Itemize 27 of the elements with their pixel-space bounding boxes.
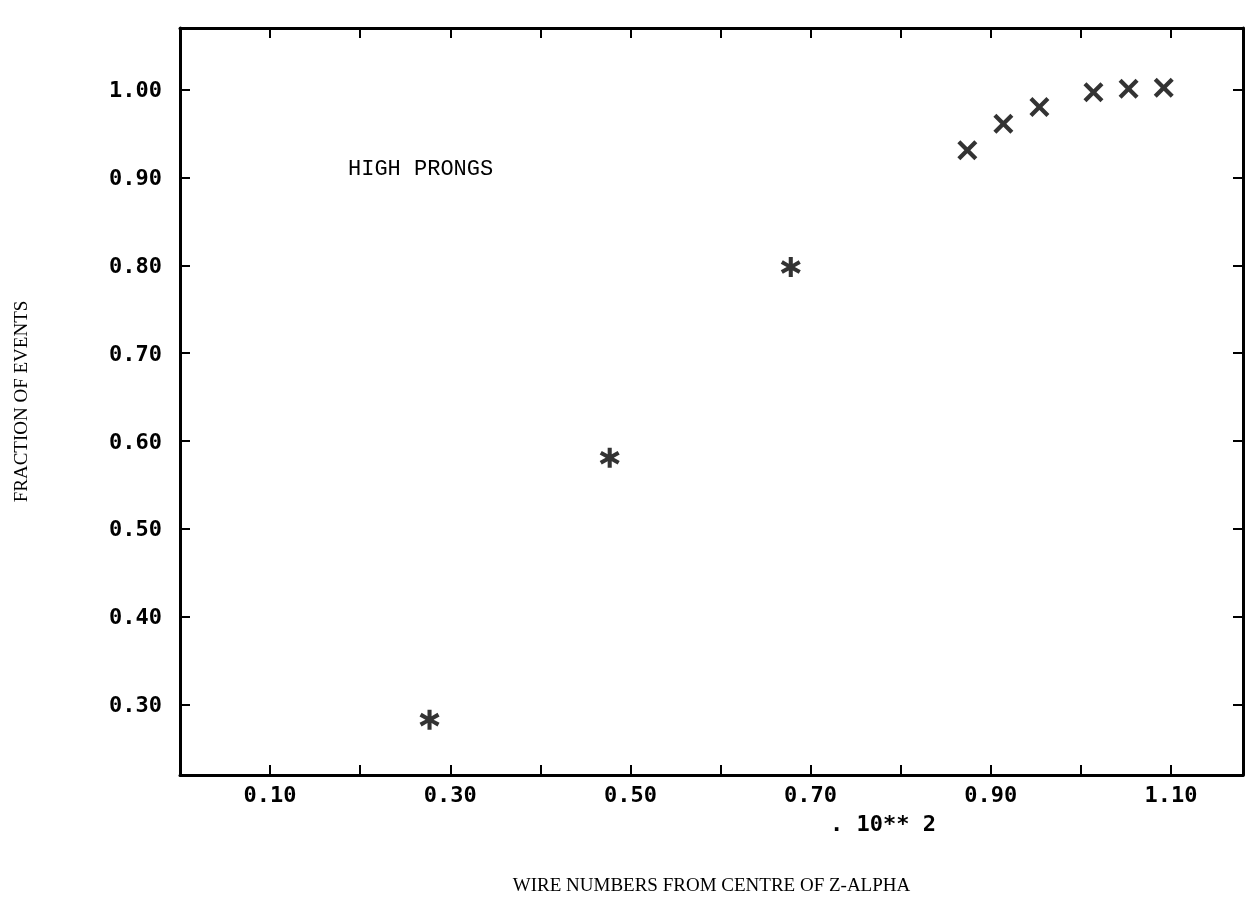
point xyxy=(1118,78,1139,99)
x-tick-label: 0.50 xyxy=(603,781,657,807)
y-tick-label: 1.00 xyxy=(109,77,162,103)
y-tick-label: 0.40 xyxy=(109,604,162,630)
point xyxy=(599,447,620,468)
x-tick-label: 0.10 xyxy=(243,781,297,807)
x-tick-label: 0.90 xyxy=(964,781,1018,807)
point xyxy=(1029,97,1050,118)
y-tick-label: 0.50 xyxy=(109,516,162,542)
point xyxy=(1153,77,1174,98)
y-tick-label: 0.30 xyxy=(109,692,162,718)
y-axis-title: FRACTION OF EVENTS xyxy=(10,300,31,503)
point xyxy=(419,709,440,730)
point xyxy=(957,140,978,161)
x-axis-title: WIRE NUMBERS FROM CENTRE OF Z-ALPHA xyxy=(512,874,911,895)
y-tick-label: 0.60 xyxy=(109,428,162,454)
x-tick-label: 1.10 xyxy=(1144,781,1198,807)
point xyxy=(1083,82,1104,103)
x-tick-label: 0.30 xyxy=(423,781,477,807)
y-tick-label: 0.80 xyxy=(109,252,162,278)
point xyxy=(993,113,1014,134)
x-tick-label: 0.70 xyxy=(784,781,838,807)
y-tick-label: 0.90 xyxy=(109,164,162,190)
annotation: HIGH PRONGS xyxy=(348,156,494,182)
y-tick-label: 0.70 xyxy=(109,340,162,366)
point xyxy=(780,257,801,278)
text: . 10** 2 xyxy=(830,810,936,836)
